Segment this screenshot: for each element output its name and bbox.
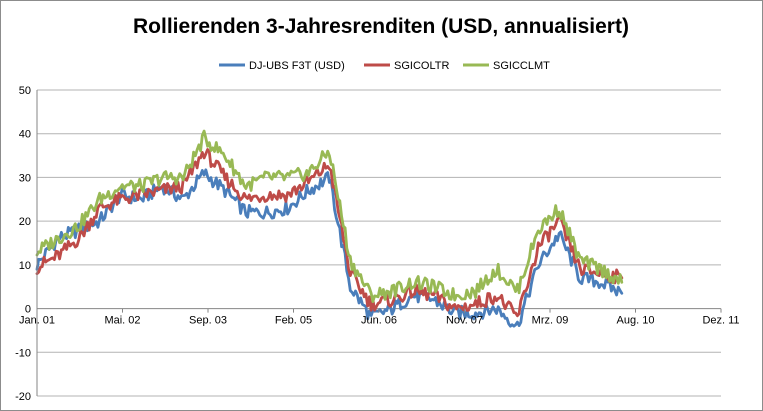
series-line — [35, 168, 624, 328]
axes: -20 -10 0 10 20 30 40 50 Jan. 01 Mai. 02 Sep. 03 Fe… — [15, 85, 739, 403]
y-tick-label: -20 — [15, 391, 31, 403]
y-tick-label: 20 — [19, 216, 31, 228]
legend-label: SGICCLMT — [493, 60, 550, 72]
y-tick-label: 0 — [25, 304, 31, 316]
chart-title: Rollierenden 3-Jahresrenditen (USD, annu… — [133, 15, 629, 38]
x-tick-label: Sep. 03 — [189, 315, 227, 327]
y-tick-label: 10 — [19, 260, 31, 272]
y-tick-label: 40 — [19, 129, 31, 141]
legend-label: SGICOLTR — [394, 60, 449, 72]
y-tick-label: 50 — [19, 85, 31, 97]
x-tick-label: Feb. 05 — [275, 315, 312, 327]
x-tick-label: Nov. 07 — [446, 315, 483, 327]
y-tick-label: 30 — [19, 172, 31, 184]
legend: DJ-UBS F3T (USD) SGICOLTR SGICCLMT — [219, 60, 550, 72]
plot-area — [35, 129, 624, 328]
x-tick-label: Dez. 11 — [702, 315, 739, 327]
x-tick-label: Mrz. 09 — [532, 315, 569, 327]
legend-label: DJ-UBS F3T (USD) — [249, 60, 345, 72]
series-line — [35, 129, 624, 304]
x-tick-label: Jun. 06 — [361, 315, 397, 327]
x-tick-label: Aug. 10 — [617, 315, 655, 327]
gridlines — [37, 89, 721, 397]
x-tick-label: Jan. 01 — [19, 315, 55, 327]
y-tick-label: -10 — [15, 347, 31, 359]
x-tick-label: Mai. 02 — [104, 315, 140, 327]
